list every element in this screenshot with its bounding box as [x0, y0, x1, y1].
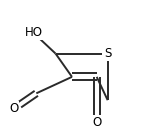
Text: O: O	[92, 116, 101, 129]
Text: S: S	[104, 47, 111, 60]
Text: HO: HO	[25, 26, 43, 39]
Text: O: O	[10, 102, 19, 115]
